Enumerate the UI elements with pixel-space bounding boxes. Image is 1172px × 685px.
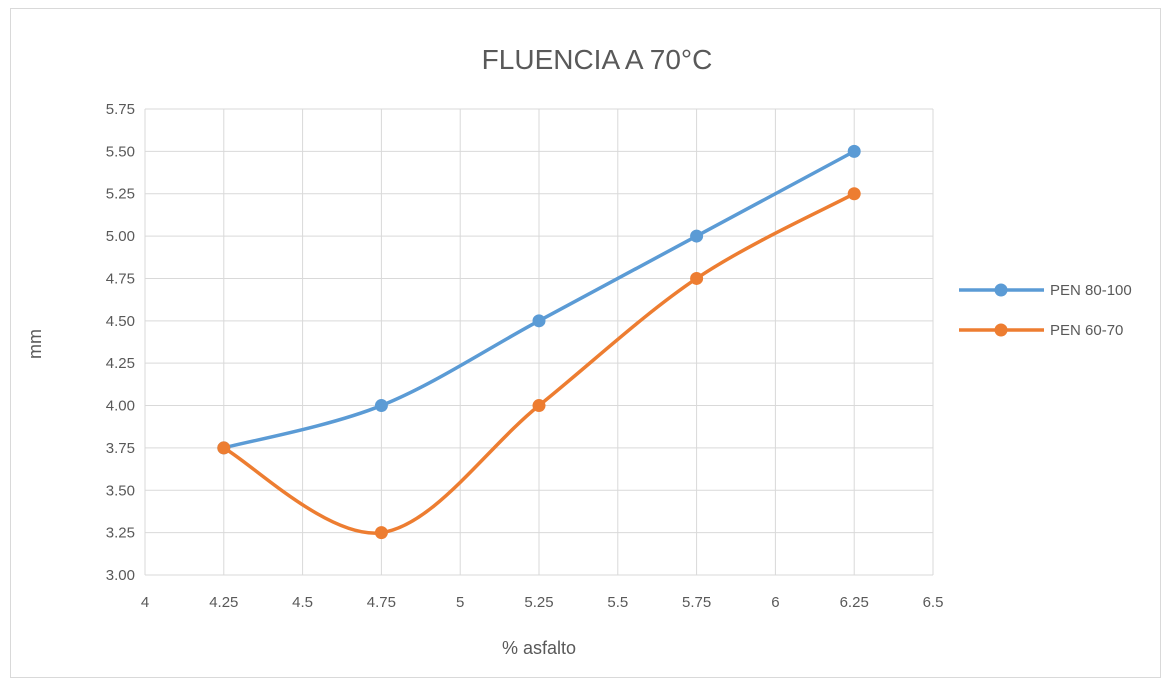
y-axis-ticks: 3.00 3.25 3.50 3.75 4.00 4.25 4.50 4.75 5.00 5.25…: [106, 101, 135, 584]
x-tick-label: 5.75: [682, 594, 711, 611]
chart-title: FLUENCIA A 70°C: [482, 44, 713, 75]
data-point: [217, 441, 231, 455]
data-point: [847, 144, 861, 158]
legend-item: PEN 60-70: [959, 322, 1123, 339]
data-point: [690, 271, 704, 285]
legend-item: PEN 80-100: [959, 282, 1132, 299]
legend-marker: [994, 323, 1008, 337]
y-tick-label: 3.50: [106, 482, 135, 499]
data-point: [847, 187, 861, 201]
data-point: [532, 314, 546, 328]
data-point: [374, 399, 388, 413]
x-tick-label: 5: [456, 594, 464, 611]
data-point: [532, 399, 546, 413]
x-tick-label: 5.5: [607, 594, 628, 611]
gridlines: [144, 108, 934, 576]
line-chart: FLUENCIA A 70°C 3.00 3.25 3.50 3.75 4.00 4.25…: [25, 44, 1132, 658]
y-tick-label: 5.50: [106, 143, 135, 160]
series-layer: [217, 144, 861, 540]
x-tick-label: 6: [771, 594, 779, 611]
y-axis-label: mm: [25, 329, 45, 359]
legend-label: PEN 60-70: [1050, 322, 1123, 339]
x-axis-ticks: 4 4.25 4.5 4.75 5 5.25 5.5 5.75 6 6.25 6.5: [141, 594, 944, 611]
data-point: [374, 526, 388, 540]
x-axis-label: % asfalto: [502, 638, 576, 658]
y-tick-label: 4.75: [106, 270, 135, 287]
x-tick-label: 4.25: [209, 594, 238, 611]
y-tick-label: 4.00: [106, 398, 135, 415]
y-tick-label: 5.25: [106, 186, 135, 203]
y-tick-label: 3.75: [106, 440, 135, 457]
x-tick-label: 4.5: [292, 594, 313, 611]
x-tick-label: 6.5: [923, 594, 944, 611]
y-tick-label: 3.25: [106, 525, 135, 542]
x-tick-label: 4: [141, 594, 149, 611]
chart-frame: FLUENCIA A 70°C 3.00 3.25 3.50 3.75 4.00 4.25…: [10, 8, 1161, 678]
x-tick-label: 4.75: [367, 594, 396, 611]
data-point: [690, 229, 704, 243]
x-tick-label: 6.25: [840, 594, 869, 611]
y-tick-label: 4.50: [106, 313, 135, 330]
y-tick-label: 4.25: [106, 355, 135, 372]
series-1: [217, 187, 861, 540]
y-tick-label: 5.00: [106, 228, 135, 245]
legend-marker: [994, 283, 1008, 297]
y-tick-label: 5.75: [106, 101, 135, 118]
legend: PEN 80-100 PEN 60-70: [959, 282, 1132, 339]
x-tick-label: 5.25: [524, 594, 553, 611]
y-tick-label: 3.00: [106, 567, 135, 584]
legend-label: PEN 80-100: [1050, 282, 1132, 299]
